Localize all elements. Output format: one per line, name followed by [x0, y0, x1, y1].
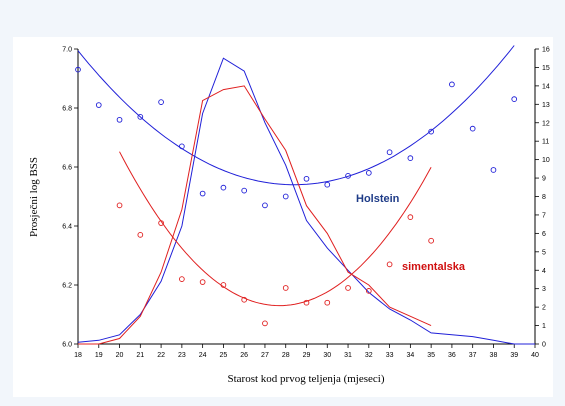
trend-curve-holstein: [77, 45, 515, 186]
y-right-tick-label: 11: [542, 139, 549, 146]
y-left-tick-label: 6.8: [62, 106, 72, 113]
data-point-simentalska: [220, 282, 227, 288]
data-point-holstein: [241, 187, 248, 194]
y-right-tick-label: 4: [542, 268, 546, 275]
data-point-holstein: [137, 113, 144, 120]
y-left-tick-label: 6.4: [62, 224, 72, 231]
y-right-tick-label: 1: [542, 323, 546, 330]
data-point-holstein: [262, 202, 268, 209]
data-point-simentalska: [428, 237, 434, 244]
x-tick-label: 21: [136, 352, 144, 359]
data-point-simentalska: [241, 296, 248, 303]
data-point-simentalska: [303, 299, 310, 306]
y-right-tick-label: 16: [542, 47, 550, 54]
data-point-simentalska: [116, 202, 123, 209]
data-point-holstein: [95, 102, 102, 108]
data-point-holstein: [179, 143, 185, 150]
data-point-holstein: [490, 167, 497, 173]
x-tick-label: 26: [240, 352, 248, 359]
frequency-line-simentalska: [78, 85, 432, 345]
x-tick-label: 35: [427, 352, 435, 359]
y-left-tick-label: 6.2: [62, 283, 72, 290]
x-tick-label: 38: [490, 352, 498, 359]
data-point-holstein: [428, 128, 434, 135]
plot-area: [75, 45, 535, 345]
y-right-tick-label: 7: [542, 212, 546, 219]
x-tick-label: 20: [116, 352, 124, 359]
y-right-tick-label: 9: [542, 176, 546, 183]
x-tick-label: 40: [531, 352, 539, 359]
chart-panel: 18 19 20 21 22 23 24 25 26 27 28 29 30 31 32 33 34 35 36 37…: [13, 37, 553, 397]
data-point-holstein: [345, 173, 351, 179]
x-tick-label: 19: [95, 352, 103, 359]
x-tick-label: 33: [386, 352, 394, 359]
data-point-simentalska: [158, 220, 164, 226]
x-tick-label: 39: [510, 352, 518, 359]
data-point-holstein: [386, 149, 393, 156]
y-left-tick-label: 6.6: [62, 165, 72, 172]
y-right-tick-label: 0: [542, 342, 546, 349]
data-point-holstein: [220, 184, 227, 191]
data-point-simentalska: [262, 320, 268, 327]
y-right-tick-label: 2: [542, 305, 546, 312]
chart-svg: 18 19 20 21 22 23 24 25 26 27 28 29 30 31 32 33 34 35 36 37…: [28, 45, 550, 385]
x-tick-label: 29: [303, 352, 311, 359]
data-point-simentalska: [386, 261, 393, 268]
data-point-holstein: [282, 193, 289, 200]
y-right-tick-label: 8: [542, 194, 546, 201]
data-point-holstein: [158, 99, 164, 105]
y-left-tick-label: 7.0: [62, 47, 72, 54]
x-tick-label: 18: [74, 352, 82, 359]
x-tick-label: 37: [469, 352, 477, 359]
trend-curve-simentalska: [119, 151, 432, 307]
data-point-simentalska: [179, 276, 185, 282]
data-point-holstein: [303, 175, 310, 182]
y-right-tick-label: 10: [542, 157, 550, 164]
data-point-simentalska: [324, 299, 331, 306]
x-axis-title: Starost kod prvog teljenja (mjeseci): [227, 373, 384, 385]
data-point-simentalska: [407, 214, 414, 221]
data-point-holstein: [75, 66, 81, 73]
x-tick-label: 28: [282, 352, 290, 359]
data-point-holstein: [449, 81, 455, 88]
data-point-simentalska: [199, 279, 206, 285]
y-right-tick-label: 14: [542, 83, 550, 90]
tick-marks: 18 19 20 21 22 23 24 25 26 27 28 29 30 31 32 33 34 35 36 37…: [62, 47, 550, 360]
x-tick-label: 36: [448, 352, 456, 359]
data-point-simentalska: [137, 232, 144, 238]
data-point-holstein: [199, 190, 206, 197]
y-left-tick-label: 6.0: [62, 342, 72, 349]
data-point-simentalska: [345, 285, 351, 291]
x-tick-label: 30: [323, 352, 331, 359]
x-tick-label: 22: [157, 352, 165, 359]
series-label-holstein: Holstein: [356, 193, 400, 205]
frequency-line-holstein: [77, 57, 535, 345]
y-axis-title: Prosječni log BSS: [28, 157, 40, 237]
data-point-simentalska: [282, 285, 289, 291]
axes: [77, 49, 536, 345]
y-right-tick-label: 3: [542, 286, 546, 293]
data-point-holstein: [365, 170, 372, 176]
data-point-holstein: [324, 181, 331, 188]
y-right-tick-label: 12: [542, 120, 550, 127]
y-right-tick-label: 13: [542, 102, 550, 109]
x-tick-label: 34: [406, 352, 414, 359]
data-point-simentalska: [365, 288, 372, 294]
x-tick-label: 32: [365, 352, 373, 359]
y-right-tick-label: 5: [542, 249, 546, 256]
x-tick-label: 24: [199, 352, 207, 359]
y-right-tick-label: 15: [542, 65, 550, 72]
data-point-holstein: [469, 125, 476, 132]
y-right-tick-label: 6: [542, 231, 546, 238]
x-tick-label: 31: [344, 352, 352, 359]
data-point-holstein: [511, 96, 518, 103]
data-point-holstein: [407, 155, 414, 162]
series-label-simentalska: simentalska: [402, 261, 466, 273]
x-tick-label: 23: [178, 352, 186, 359]
x-tick-label: 27: [261, 352, 269, 359]
x-tick-label: 25: [220, 352, 228, 359]
data-point-holstein: [116, 116, 123, 123]
